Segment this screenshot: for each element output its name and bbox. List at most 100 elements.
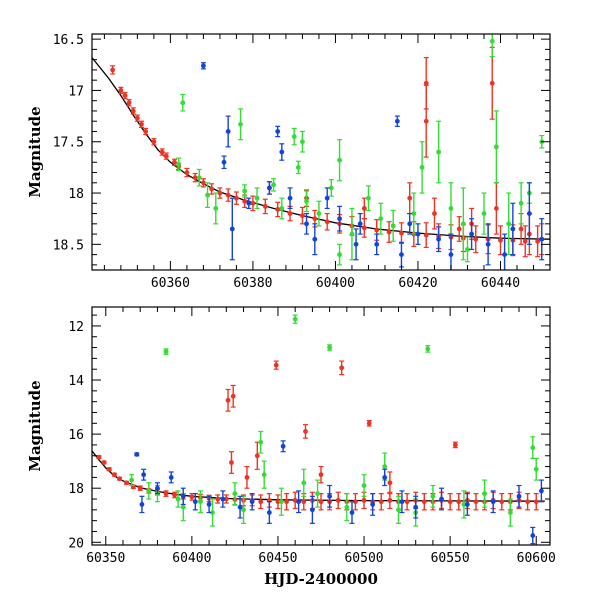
top-blue-marker (337, 216, 342, 222)
bottom-blue-point-25 (530, 526, 536, 545)
top-red-point-15 (200, 178, 206, 188)
bottom-blue-point-23 (490, 490, 496, 514)
top-blue-point-27 (407, 212, 413, 235)
bottom-blue-point-11 (266, 501, 272, 524)
bottom-blue-marker (134, 451, 140, 457)
bottom-red-point-40 (421, 493, 427, 511)
bottom-red-point-10 (163, 490, 169, 497)
bottom-axis-ticks: 60350 60400 60450 60500 60550 60600 12 14 16 18 20 (68, 307, 556, 566)
top-red-point-43 (522, 225, 528, 258)
bottom-red-marker (378, 499, 384, 505)
bottom-blue-point-18 (382, 468, 388, 487)
top-red-point-7 (143, 127, 149, 136)
top-green-marker (460, 221, 466, 227)
bottom-red-marker (366, 420, 372, 426)
bottom-red-marker (258, 499, 264, 505)
top-red-marker (172, 159, 177, 165)
top-green-marker (419, 164, 425, 170)
top-blue-marker (279, 149, 285, 155)
top-green-marker (366, 195, 371, 201)
bottom-y-axis-title: Magnitude (26, 380, 44, 471)
bottom-red-marker (387, 497, 393, 503)
top-blue-marker (267, 185, 272, 191)
top-green-point-18 (365, 185, 371, 212)
top-blue-point-0 (200, 62, 206, 70)
top-green-point-34 (464, 236, 470, 263)
bottom-panel: 60350 60400 60450 60500 60550 60600 12 14 16 18 20… (26, 306, 556, 588)
top-green-point-12 (299, 130, 305, 153)
top-green-marker (196, 175, 202, 181)
bottom-blue-marker (464, 502, 470, 507)
bottom-green-point-7 (241, 495, 247, 524)
top-blue-marker (324, 195, 330, 201)
bottom-red-marker (111, 472, 117, 478)
bottom-red-point-44 (456, 493, 462, 511)
bottom-red-marker (172, 492, 178, 498)
bottom-green-marker (461, 502, 467, 507)
bottom-red-marker (275, 499, 281, 505)
top-red-point-51 (431, 197, 437, 230)
bottom-green-marker (232, 491, 238, 497)
top-blue-point-24 (526, 182, 532, 245)
top-green-point-4 (213, 192, 219, 225)
bottom-x-axis-title: HJD-2400000 (264, 570, 378, 588)
top-red-marker (126, 100, 132, 106)
top-red-marker (110, 67, 116, 73)
bottom-ytick-label: 14 (68, 374, 84, 389)
top-green-marker (489, 38, 495, 44)
top-red-point-39 (473, 225, 479, 254)
bottom-plot-frame (91, 306, 551, 546)
bottom-green-marker (482, 491, 487, 497)
bottom-blue-point-24 (516, 484, 522, 508)
bottom-green-point-24 (530, 436, 536, 460)
top-blue-point-14 (374, 233, 380, 256)
bottom-blue-point-5 (180, 487, 186, 506)
bottom-blue-point-3 (154, 482, 160, 495)
bottom-red-point-63 (244, 465, 250, 489)
bottom-green-marker (163, 349, 169, 355)
top-panel: 60360 60380 60400 60420 60440 16.5 17 17.5 18 18.… (26, 33, 551, 291)
top-green-marker (390, 223, 396, 229)
top-red-marker (262, 203, 268, 209)
bottom-blue-point-21 (439, 487, 445, 511)
top-red-marker (217, 190, 223, 196)
bottom-green-marker (382, 464, 388, 469)
bottom-red-marker (96, 454, 102, 460)
bottom-red-point-17 (223, 494, 229, 504)
bottom-ytick-label: 20 (68, 536, 84, 551)
top-red-marker (234, 195, 239, 201)
top-red-point-14 (192, 172, 198, 183)
bottom-blue-marker (516, 493, 522, 499)
top-ytick-label: 17 (68, 84, 84, 99)
bottom-blue-marker (280, 443, 286, 449)
top-blue-point-18 (436, 226, 442, 253)
top-blue-marker (485, 241, 491, 247)
top-red-point-41 (497, 225, 503, 256)
bottom-red-marker (533, 499, 539, 505)
top-ytick-label: 18.5 (53, 238, 84, 253)
top-green-point-20 (390, 209, 396, 242)
bottom-red-marker (254, 453, 260, 459)
bottom-red-marker (273, 362, 279, 368)
top-blue-marker (399, 252, 404, 258)
bottom-green-point-16 (361, 474, 367, 497)
top-red-point-9 (159, 148, 165, 156)
bottom-xtick-label: 60400 (172, 551, 211, 566)
bottom-xtick-label: 60550 (431, 551, 470, 566)
bottom-blue-point-17 (370, 493, 376, 516)
top-red-point-3 (126, 99, 132, 107)
top-blue-marker (436, 236, 441, 242)
top-blue-marker (246, 200, 252, 206)
bottom-green-point-8 (258, 430, 264, 454)
top-red-marker (300, 213, 305, 219)
bottom-red-point-13 (189, 493, 195, 501)
bottom-blue-marker (155, 485, 160, 491)
top-green-point-6 (242, 184, 248, 198)
top-red-point-23 (275, 201, 281, 218)
top-red-marker (386, 229, 392, 235)
top-green-marker (328, 185, 334, 191)
top-red-point-47 (361, 197, 367, 220)
top-blue-marker (304, 221, 309, 227)
top-red-marker (423, 232, 429, 238)
top-red-marker (312, 216, 318, 222)
